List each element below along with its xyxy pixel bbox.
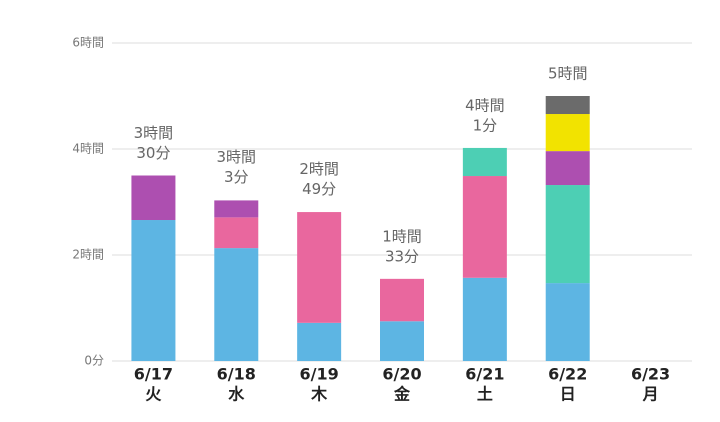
y-tick-label: 0分	[84, 354, 104, 368]
total-label: 3分	[224, 168, 249, 186]
x-tick-label: 6/19	[300, 365, 339, 384]
x-tick-label: 6/23	[631, 365, 670, 384]
total-label: 3時間	[217, 148, 257, 166]
x-tick-label: 6/18	[217, 365, 256, 384]
x-tick-weekday: 火	[145, 385, 162, 404]
bar-segment	[545, 114, 590, 152]
bar-segment	[380, 321, 424, 361]
bar-segment	[214, 248, 259, 361]
total-label: 49分	[302, 180, 336, 198]
bar-segment	[462, 176, 507, 278]
total-label: 1分	[473, 117, 498, 135]
bar-segment	[214, 200, 259, 218]
x-tick-label: 6/21	[465, 365, 504, 384]
bar-segment	[545, 283, 590, 361]
total-label: 33分	[385, 247, 419, 265]
bar-segment	[380, 278, 424, 322]
x-tick-weekday: 日	[560, 385, 576, 404]
bar-segment	[131, 175, 176, 221]
total-label: 4時間	[465, 97, 505, 115]
x-tick-label: 6/22	[548, 365, 587, 384]
total-label: 3時間	[134, 124, 174, 142]
bar-segment	[214, 217, 259, 249]
bar-segment	[545, 96, 590, 115]
x-tick-label: 6/20	[382, 365, 421, 384]
bar-segment	[297, 322, 342, 361]
bar-segment	[462, 277, 507, 361]
bar-segment	[545, 151, 590, 186]
total-label: 5時間	[548, 65, 588, 83]
total-label: 30分	[136, 144, 170, 162]
y-tick-label: 2時間	[72, 248, 104, 262]
x-tick-label: 6/17	[134, 365, 173, 384]
x-tick-weekday: 土	[477, 385, 493, 404]
bar-segment	[545, 185, 590, 284]
x-tick-weekday: 月	[642, 385, 659, 404]
bar-segment	[131, 220, 176, 361]
y-tick-label: 4時間	[72, 142, 104, 156]
y-tick-label: 6時間	[72, 36, 104, 50]
total-label: 1時間	[382, 227, 422, 245]
x-tick-weekday: 金	[393, 385, 411, 404]
total-label: 2時間	[299, 160, 339, 178]
bar-segment	[297, 212, 342, 323]
x-tick-weekday: 木	[310, 385, 328, 404]
bar-segment	[462, 147, 507, 177]
x-tick-weekday: 水	[228, 385, 245, 404]
